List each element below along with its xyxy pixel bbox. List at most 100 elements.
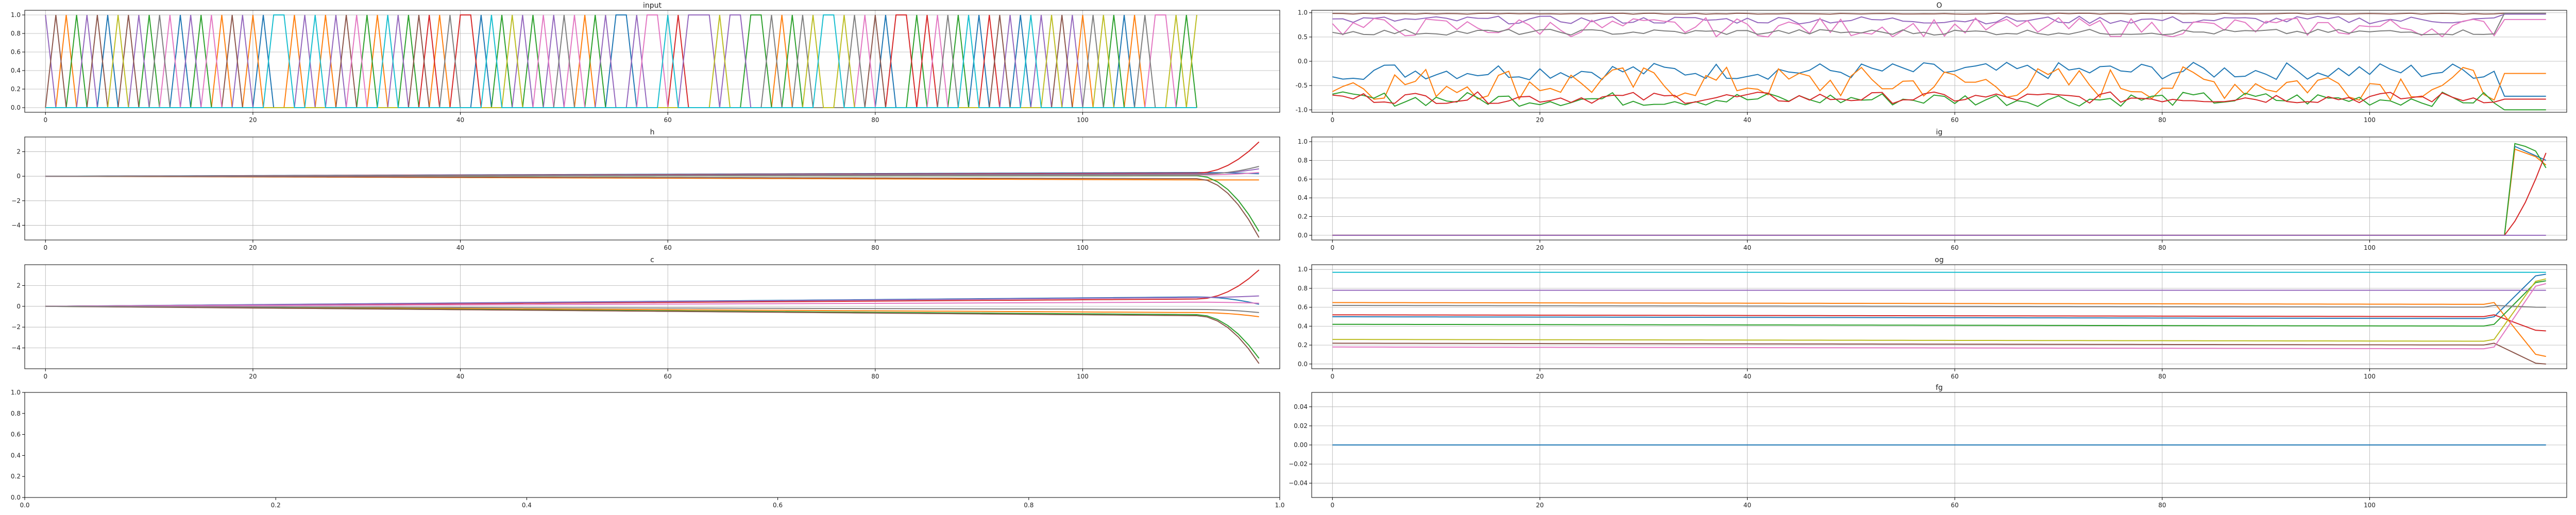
series-line-4 (1332, 13, 2546, 25)
subplot-title: c (650, 256, 654, 264)
axes-frame (1311, 136, 2567, 241)
x-tick-label: 20 (1536, 373, 1544, 380)
series-line-3 (1332, 152, 2547, 236)
series-line-8 (1332, 278, 2546, 342)
x-tick-label: 20 (249, 116, 257, 124)
y-tick-label: 1.0 (11, 11, 21, 19)
series-line-7 (45, 166, 1259, 177)
subplot-title: O (1936, 2, 1942, 10)
x-tick-label: 80 (2158, 373, 2166, 380)
y-tick-label: −4 (11, 221, 21, 229)
axes-frame (24, 392, 1280, 498)
x-tick-label: 100 (1077, 116, 1089, 124)
y-tick-label: 1.0 (11, 389, 21, 396)
x-tick-label: 100 (2364, 244, 2376, 251)
x-tick-label: 60 (664, 244, 672, 251)
axes-frame (24, 10, 1280, 113)
series-line-6 (1332, 283, 2546, 350)
x-tick-label: 80 (2158, 502, 2166, 509)
x-tick-label: 60 (1951, 373, 1959, 380)
series-line-7 (1332, 304, 2546, 308)
x-tick-label: 100 (1077, 244, 1089, 251)
subplot-og: 0 20 40 60 80 100 0.0 0.2 0.4 0.6 0.8 1.0 og (1298, 256, 2567, 380)
y-tick-label: -1.0 (1296, 106, 1308, 113)
series-line-1 (1332, 148, 2547, 236)
y-tick-label: 0.0 (1298, 232, 1308, 239)
x-tick-label: 80 (871, 244, 879, 251)
y-tick-label: 0.0 (1298, 360, 1308, 368)
subplot-input: 0 20 40 60 80 100 0.0 0.2 0.4 0.6 0.8 1.0 input (11, 2, 1280, 124)
y-tick-label: 0.2 (1298, 341, 1308, 349)
y-tick-label: 0.4 (1298, 322, 1308, 330)
series-line-3 (45, 141, 1260, 177)
x-tick-label: 20 (1536, 116, 1544, 124)
x-tick-label: 60 (664, 116, 672, 124)
x-tick-label: 0 (1330, 502, 1334, 509)
series-line-4 (45, 295, 1259, 307)
x-tick-label: 1.0 (1275, 502, 1284, 509)
x-tick-label: 0 (1330, 373, 1334, 380)
x-tick-label: 100 (1077, 373, 1089, 380)
series-line-2 (1332, 91, 2546, 111)
series-line-2 (45, 305, 1260, 359)
series-line-4 (45, 14, 1197, 108)
x-tick-label: 0.4 (522, 502, 532, 509)
x-tick-label: 0.2 (271, 502, 281, 509)
series-line-2 (1332, 280, 2546, 327)
y-tick-label: 0.0 (11, 104, 21, 111)
x-tick-label: 40 (1743, 373, 1751, 380)
series-line-7 (1332, 12, 2546, 36)
x-tick-label: 40 (1743, 116, 1751, 124)
series-line-6 (45, 14, 1197, 108)
series-line-0 (1332, 61, 2546, 97)
series-line-1 (1332, 66, 2546, 101)
x-tick-label: 20 (1536, 502, 1544, 509)
y-tick-label: 0.8 (11, 410, 21, 417)
y-tick-label: 0.0 (11, 494, 21, 501)
series-line-0 (1332, 145, 2547, 236)
y-tick-label: 0.2 (11, 85, 21, 93)
x-tick-label: 40 (1743, 244, 1751, 251)
x-tick-label: 0.8 (1024, 502, 1033, 509)
y-tick-label: 0.8 (11, 30, 21, 37)
y-tick-label: −4 (11, 345, 21, 352)
series-line-5 (1332, 342, 2546, 365)
subplot-o: 0 20 40 60 80 100 -1.0 -0.5 0.0 0.5 1.0 O (1296, 2, 2567, 124)
x-tick-label: 40 (456, 373, 464, 380)
series-line-7 (45, 305, 1259, 313)
subplot-ig: 0 20 40 60 80 100 0.0 0.2 0.4 0.6 0.8 1.0 ig (1298, 128, 2567, 251)
series-line-3 (1332, 91, 2546, 105)
y-tick-label: −2 (11, 323, 21, 331)
subplot-title: fg (1936, 384, 1943, 392)
series-line-6 (45, 301, 1259, 307)
x-tick-label: 40 (456, 244, 464, 251)
series-line-5 (45, 305, 1260, 364)
series-line-5 (1332, 12, 2546, 15)
x-tick-label: 0.6 (773, 502, 783, 509)
x-tick-label: 100 (2364, 373, 2376, 380)
y-tick-label: 0.4 (11, 452, 21, 459)
series-line-6 (1332, 17, 2546, 38)
y-tick-label: −2 (11, 197, 21, 204)
series-line-1 (1332, 302, 2546, 357)
axes-frame (1311, 264, 2567, 369)
y-tick-label: 1.0 (1298, 138, 1308, 145)
y-tick-label: 1.0 (1298, 266, 1308, 273)
series-line-5 (45, 14, 1197, 108)
series-line-9 (45, 14, 1197, 108)
y-tick-label: 0.2 (1298, 213, 1308, 220)
axes-frame (24, 136, 1280, 241)
y-tick-label: 0.2 (11, 473, 21, 480)
subplot-h: 0 20 40 60 80 100 −4 −2 0 2 h (11, 128, 1280, 251)
x-tick-label: 80 (2158, 116, 2166, 124)
y-tick-label: −0.02 (1289, 460, 1308, 468)
subplot-title: input (643, 2, 662, 10)
x-tick-label: 0 (43, 373, 47, 380)
x-tick-label: 60 (1951, 116, 1959, 124)
y-tick-label: 1.0 (1298, 9, 1308, 16)
y-tick-label: 0.8 (1298, 157, 1308, 164)
y-tick-label: -0.5 (1296, 82, 1308, 89)
x-tick-label: 0 (43, 116, 47, 124)
series-line-8 (45, 14, 1197, 108)
y-tick-label: 0.4 (1298, 194, 1308, 201)
